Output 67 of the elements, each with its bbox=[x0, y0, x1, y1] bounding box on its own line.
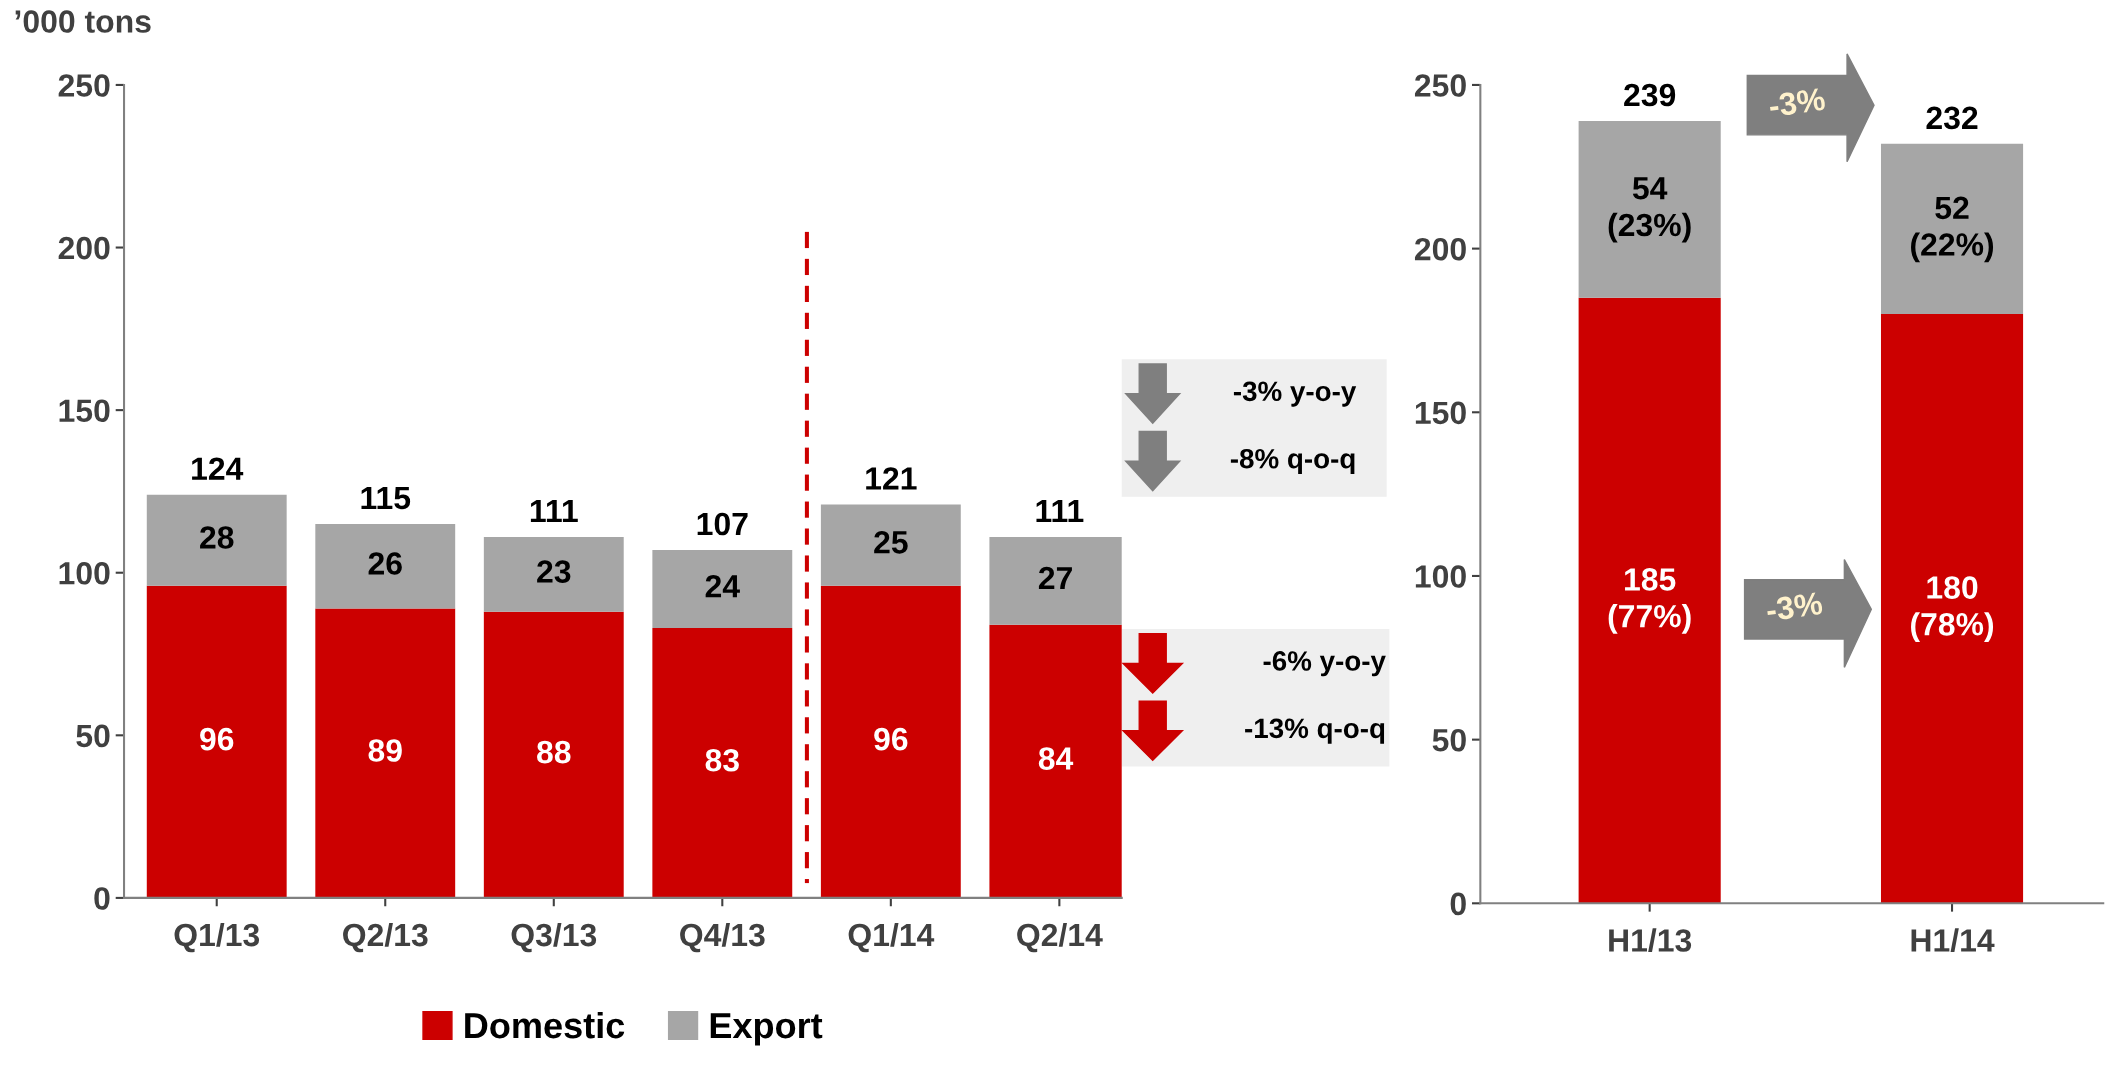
x-tick-label: Q2/13 bbox=[343, 922, 428, 953]
y-tick-label: 250 bbox=[1414, 74, 1466, 97]
data-label: 96 bbox=[874, 727, 908, 751]
total-label: 111 bbox=[1036, 500, 1084, 522]
bar bbox=[315, 523, 456, 609]
data-label: 185 (77%) bbox=[1608, 568, 1691, 634]
total-label: 239 bbox=[1624, 83, 1676, 107]
text: -6% y-o-y bbox=[1263, 651, 1386, 677]
bar bbox=[146, 585, 287, 898]
y-tick-label: 50 bbox=[1432, 728, 1466, 752]
bar bbox=[483, 611, 624, 898]
x-tick-label: Q1/14 bbox=[848, 922, 935, 953]
y-tick-label: 150 bbox=[1415, 401, 1466, 425]
x-tick-label: H1/14 bbox=[1911, 928, 1995, 953]
bar bbox=[146, 494, 287, 586]
bar bbox=[1880, 314, 2024, 904]
annotation: -3% bbox=[1768, 87, 1826, 118]
total-label: 121 bbox=[866, 467, 917, 490]
text: -13% q-o-q bbox=[1245, 718, 1385, 744]
data-label: 24 bbox=[705, 574, 740, 598]
data-label: 27 bbox=[1038, 566, 1072, 590]
bar bbox=[652, 549, 793, 628]
data-label: 28 bbox=[200, 526, 234, 549]
y-tick-label: 200 bbox=[58, 236, 110, 260]
x-tick-label: Q2/14 bbox=[1017, 922, 1103, 953]
data-label: 96 bbox=[200, 727, 234, 751]
data-label: 180 (78%) bbox=[1911, 576, 1994, 642]
total-label: 124 bbox=[192, 457, 244, 480]
x-tick-label: Q4/13 bbox=[680, 922, 765, 953]
total-label: 232 bbox=[1926, 106, 1978, 130]
x-tick-label: Q3/13 bbox=[511, 922, 597, 953]
bar bbox=[1578, 120, 1721, 298]
bar bbox=[820, 585, 961, 898]
data-label: 84 bbox=[1038, 747, 1074, 770]
total-label: 107 bbox=[697, 512, 748, 536]
x-tick-label: Q1/13 bbox=[174, 922, 260, 953]
bar bbox=[820, 504, 961, 586]
y-tick-label: 100 bbox=[59, 561, 110, 585]
y-tick-label: 0 bbox=[1450, 892, 1466, 916]
data-label: 52 (22%) bbox=[1911, 196, 1994, 263]
total-label: 115 bbox=[361, 487, 411, 510]
x-tick-label: H1/13 bbox=[1609, 928, 1692, 953]
annotation: -3% bbox=[1765, 591, 1823, 622]
data-label: 88 bbox=[537, 740, 571, 764]
bar bbox=[315, 608, 456, 898]
y-tick-label: 100 bbox=[1415, 565, 1466, 588]
data-label: 54 (23%) bbox=[1608, 177, 1691, 243]
data-label: 89 bbox=[368, 739, 402, 762]
data-label: 83 bbox=[705, 748, 739, 772]
legend-label: Export bbox=[710, 1013, 823, 1046]
y-axis-title: ’000 tons bbox=[15, 10, 151, 33]
bar bbox=[483, 536, 624, 612]
data-label: 26 bbox=[368, 552, 402, 575]
bar bbox=[1880, 143, 2024, 315]
y-tick-label: 250 bbox=[58, 74, 110, 97]
legend-label: Domestic bbox=[465, 1011, 625, 1039]
text: -3% y-o-y bbox=[1233, 381, 1357, 407]
y-tick-label: 150 bbox=[59, 399, 110, 423]
y-tick-label: 0 bbox=[94, 887, 110, 910]
data-label: 23 bbox=[537, 560, 571, 583]
bar bbox=[1578, 297, 1721, 904]
text: -8% q-o-q bbox=[1230, 448, 1355, 475]
data-label: 25 bbox=[874, 531, 908, 554]
y-tick-label: 200 bbox=[1414, 237, 1466, 261]
total-label: 111 bbox=[530, 500, 578, 522]
bar bbox=[652, 628, 793, 898]
y-tick-label: 50 bbox=[76, 724, 110, 748]
